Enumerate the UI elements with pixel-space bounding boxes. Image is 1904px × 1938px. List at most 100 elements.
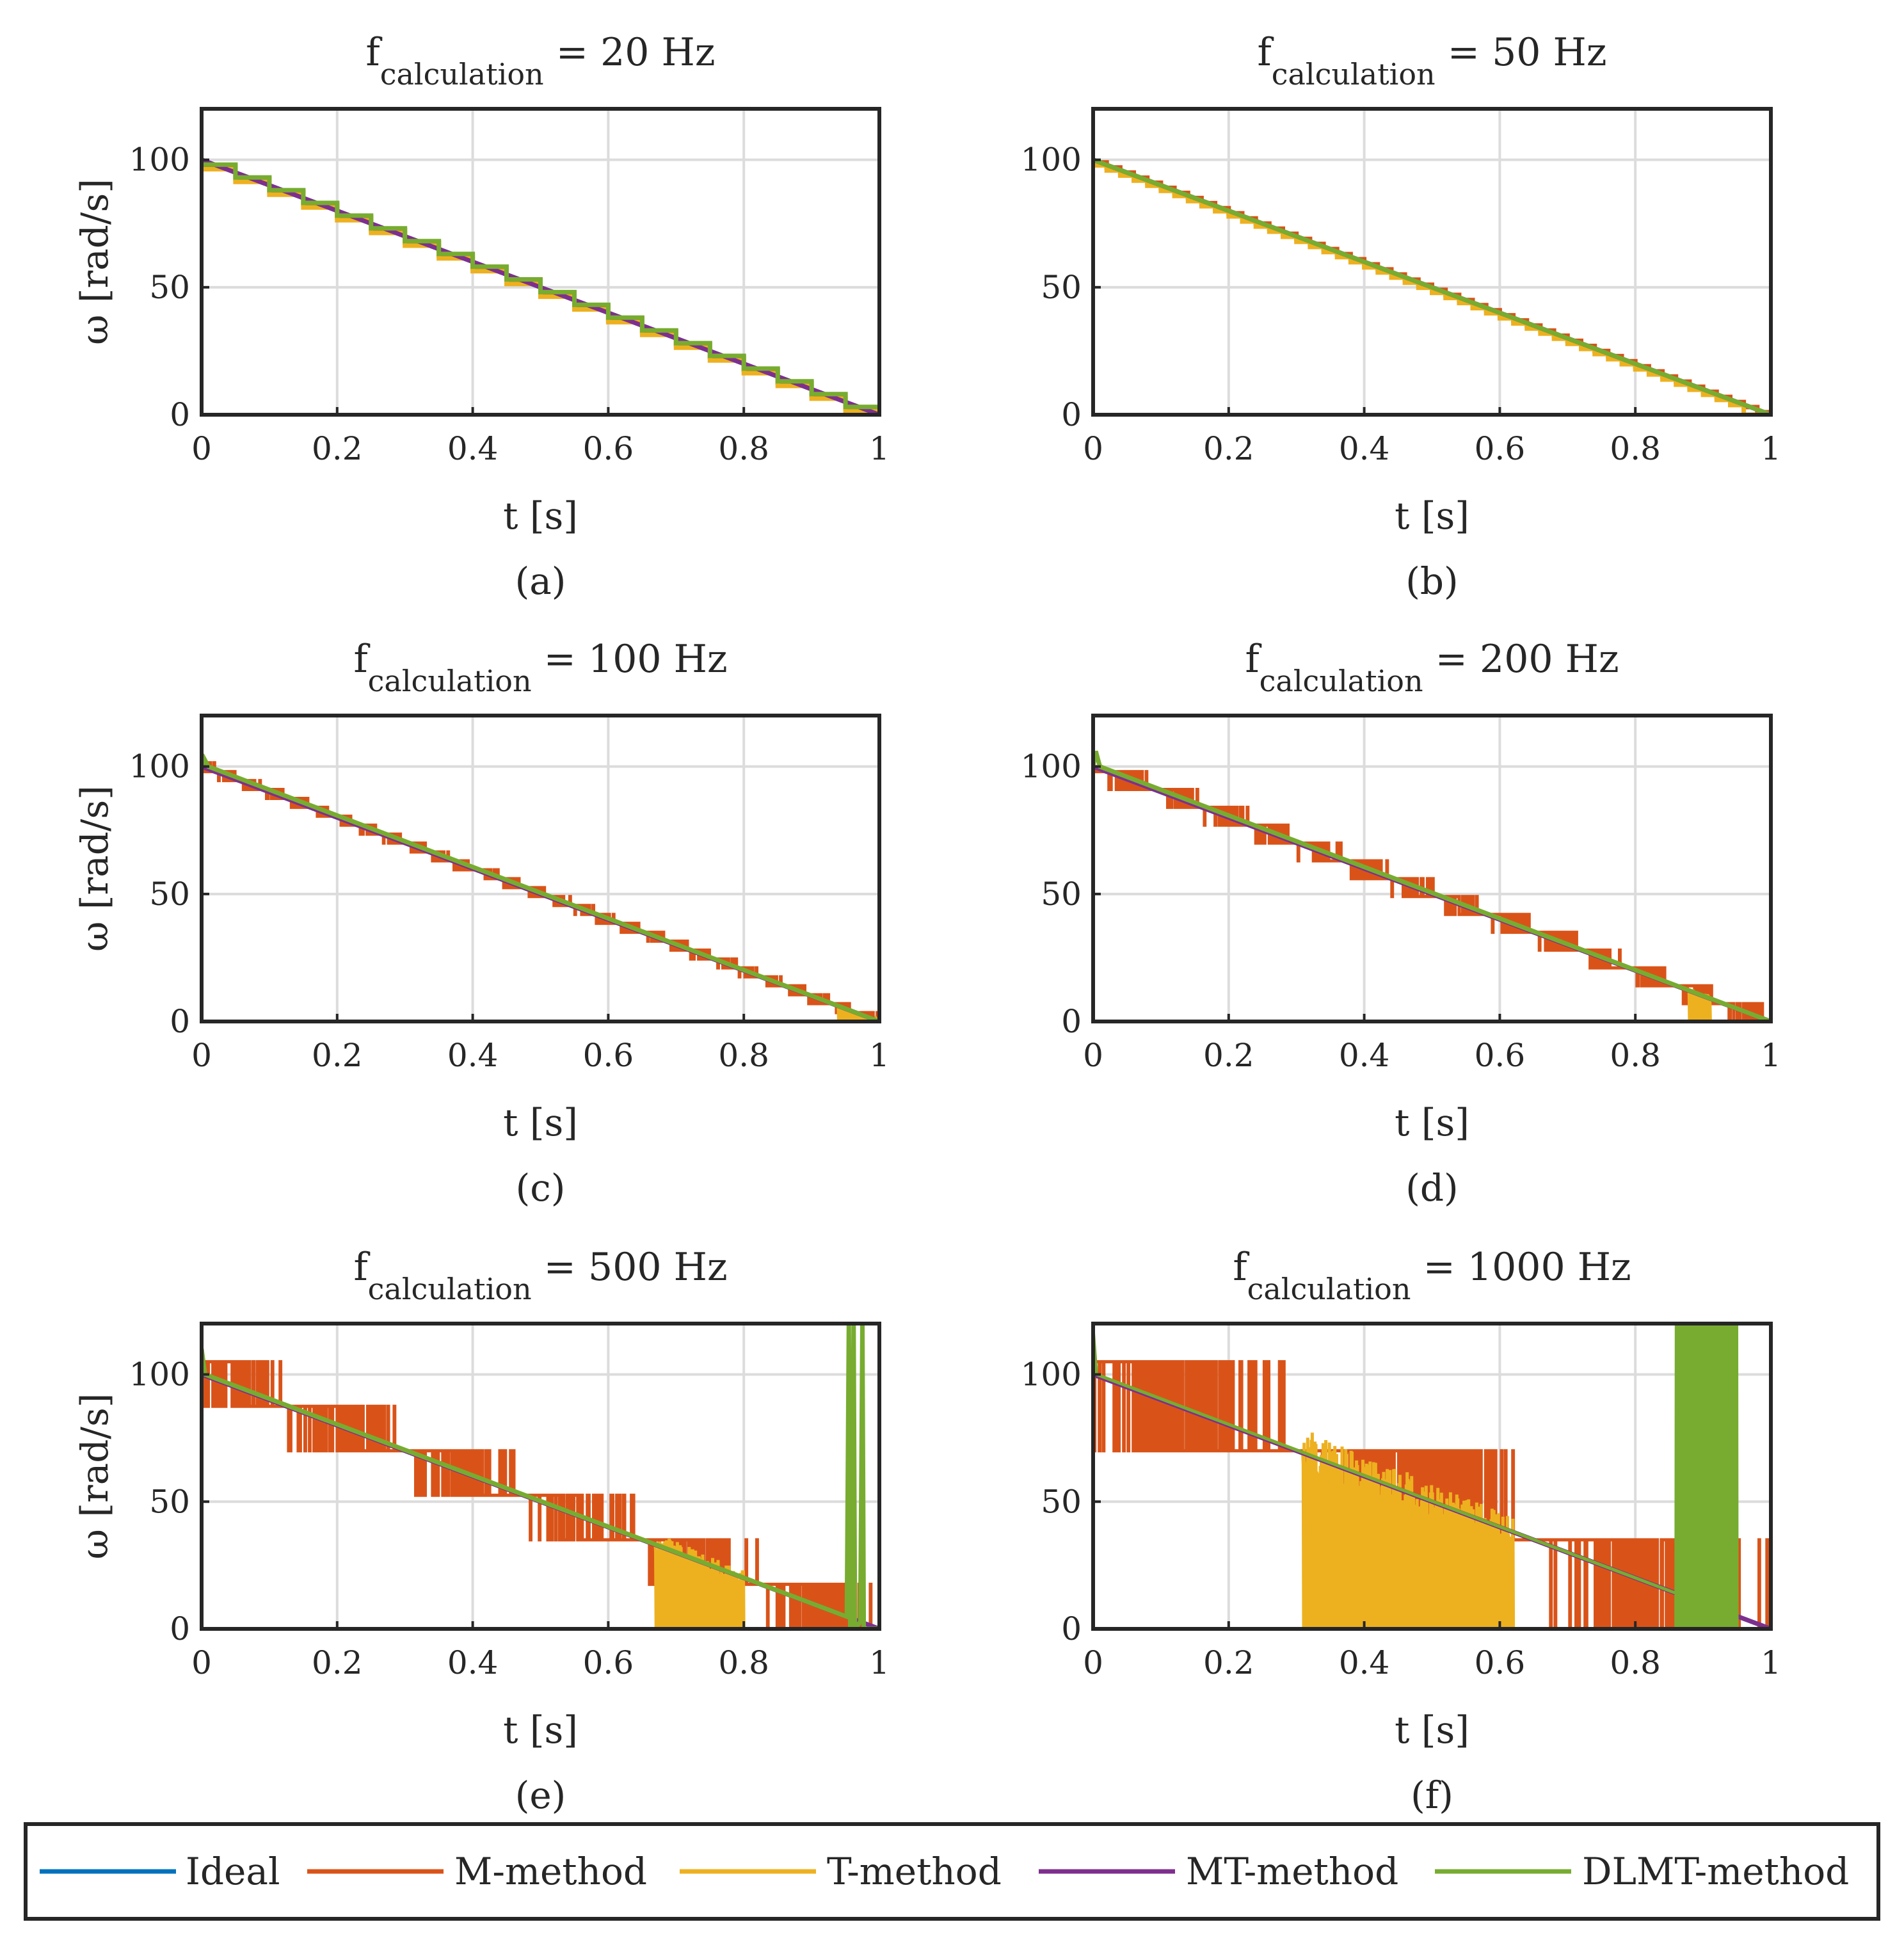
x-axis-label: t [s]	[503, 494, 578, 538]
x-tick-label: 0.2	[312, 430, 363, 467]
legend-label-mt-method: MT-method	[1186, 1850, 1398, 1893]
legend-entry-mt-method: MT-method	[1039, 1850, 1398, 1893]
chart-title: fcalculation = 500 Hz	[353, 1245, 727, 1306]
x-tick-label: 0.4	[1339, 1644, 1390, 1681]
x-axis-label: t [s]	[1395, 494, 1469, 538]
x-tick-label: 0.4	[1339, 1037, 1390, 1074]
x-tick-label: 0	[1083, 1037, 1103, 1074]
y-tick-label: 50	[1041, 876, 1082, 913]
axes-box	[1091, 714, 1773, 1023]
y-tick-label: 50	[149, 876, 190, 913]
x-tick-label: 0.4	[447, 430, 499, 467]
series-line-dlmt	[202, 1324, 879, 1629]
x-tick-label: 0.4	[1339, 430, 1390, 467]
y-axis-label: ω [rad/s]	[73, 785, 116, 952]
series-group	[1093, 1324, 1771, 1629]
title-suffix: = 50 Hz	[1436, 30, 1607, 75]
x-tick-label: 0.8	[718, 430, 769, 467]
title-prefix: f	[353, 637, 370, 682]
subplot-5: 0 0.2 0.4 0.6 0.8 1 0 50 100 fcalculation = 500 H…	[73, 1245, 890, 1817]
series-line-dlmt	[1093, 1324, 1771, 1629]
y-axis-label: ω [rad/s]	[73, 179, 116, 345]
title-prefix: f	[1245, 637, 1261, 682]
chart-title: fcalculation = 20 Hz	[366, 30, 716, 92]
title-subscript: calculation	[368, 664, 532, 698]
x-tick-label: 1	[1761, 430, 1781, 467]
x-tick-label: 0.6	[583, 1644, 634, 1681]
y-tick-label: 50	[1041, 269, 1082, 306]
title-prefix: f	[1258, 30, 1274, 75]
subplot-2: 0 0.2 0.4 0.6 0.8 1 0 50 100 fcalculation = 50 Hz…	[1021, 30, 1781, 603]
legend-entry-ideal: Ideal	[40, 1850, 280, 1893]
subplot-6: 0 0.2 0.4 0.6 0.8 1 0 50 100 fcalculation = 1000 …	[1021, 1245, 1781, 1817]
x-tick-label: 0.6	[1475, 1037, 1526, 1074]
legend-label-m-method: M-method	[454, 1850, 647, 1893]
axes-box	[200, 714, 881, 1023]
x-axis-label: t [s]	[503, 1101, 578, 1144]
y-tick-label: 0	[170, 1003, 190, 1040]
series-group	[202, 157, 879, 415]
legend: Ideal M-method T-method MT-method DLMT-m…	[24, 1822, 1880, 1921]
panel-caption: (f)	[1411, 1774, 1453, 1817]
title-prefix: f	[366, 30, 383, 75]
x-tick-label: 0.4	[447, 1644, 499, 1681]
title-subscript: calculation	[1260, 664, 1423, 698]
chart-title: fcalculation = 1000 Hz	[1233, 1245, 1631, 1306]
subplot-3: 0 0.2 0.4 0.6 0.8 1 0 50 100 fcalculation = 100 H…	[73, 637, 890, 1210]
legend-entry-m-method: M-method	[307, 1850, 647, 1893]
y-tick-label: 50	[1041, 1483, 1082, 1520]
y-tick-label: 100	[1021, 748, 1082, 785]
title-subscript: calculation	[1247, 1272, 1411, 1306]
chart-title: fcalculation = 100 Hz	[353, 637, 727, 698]
x-tick-label: 0.8	[718, 1037, 769, 1074]
x-tick-label: 0.6	[1475, 430, 1526, 467]
y-tick-label: 50	[149, 269, 190, 306]
x-tick-label: 0	[191, 430, 212, 467]
panel-caption: (c)	[516, 1166, 566, 1210]
x-tick-label: 0.8	[1610, 1644, 1661, 1681]
panel-caption: (a)	[515, 559, 566, 603]
x-tick-label: 1	[869, 1037, 890, 1074]
x-tick-label: 0.2	[312, 1644, 363, 1681]
x-tick-label: 0.8	[1610, 430, 1661, 467]
x-tick-label: 1	[1761, 1644, 1781, 1681]
title-subscript: calculation	[1272, 57, 1436, 92]
x-axis-label: t [s]	[1395, 1101, 1469, 1144]
chart-title: fcalculation = 200 Hz	[1245, 637, 1619, 698]
axes-box	[1091, 1322, 1773, 1631]
legend-entry-t-method: T-method	[680, 1850, 1002, 1893]
title-prefix: f	[1233, 1245, 1249, 1290]
x-tick-label: 1	[1761, 1037, 1781, 1074]
series-group	[1093, 157, 1771, 415]
x-tick-label: 0	[191, 1037, 212, 1074]
legend-label-ideal: Ideal	[186, 1850, 280, 1893]
y-tick-label: 0	[1061, 1003, 1082, 1040]
y-tick-label: 100	[1021, 1356, 1082, 1393]
x-tick-label: 0.2	[1203, 1644, 1254, 1681]
chart-title: fcalculation = 50 Hz	[1258, 30, 1607, 92]
series-line-dlmt	[202, 162, 879, 410]
x-axis-label: t [s]	[1395, 1708, 1469, 1752]
axes-box	[1091, 107, 1773, 417]
x-tick-label: 0	[191, 1644, 212, 1681]
y-tick-label: 100	[129, 1356, 190, 1393]
x-tick-label: 0	[1083, 1644, 1103, 1681]
y-axis-label: ω [rad/s]	[73, 1393, 116, 1560]
y-tick-label: 0	[170, 1610, 190, 1647]
y-tick-label: 100	[1021, 141, 1082, 179]
x-tick-label: 0.8	[1610, 1037, 1661, 1074]
subplot-4: 0 0.2 0.4 0.6 0.8 1 0 50 100 fcalculation = 200 H…	[1021, 637, 1781, 1210]
y-tick-label: 50	[149, 1483, 190, 1520]
title-suffix: = 200 Hz	[1423, 637, 1619, 682]
series-line-dlmt	[1093, 157, 1771, 415]
title-suffix: = 1000 Hz	[1411, 1245, 1631, 1290]
y-tick-label: 100	[129, 141, 190, 179]
title-prefix: f	[353, 1245, 370, 1290]
series-group	[202, 1324, 879, 1629]
x-tick-label: 1	[869, 430, 890, 467]
x-tick-label: 0.6	[1475, 1644, 1526, 1681]
panel-caption: (d)	[1405, 1166, 1458, 1210]
x-tick-label: 0.6	[583, 1037, 634, 1074]
